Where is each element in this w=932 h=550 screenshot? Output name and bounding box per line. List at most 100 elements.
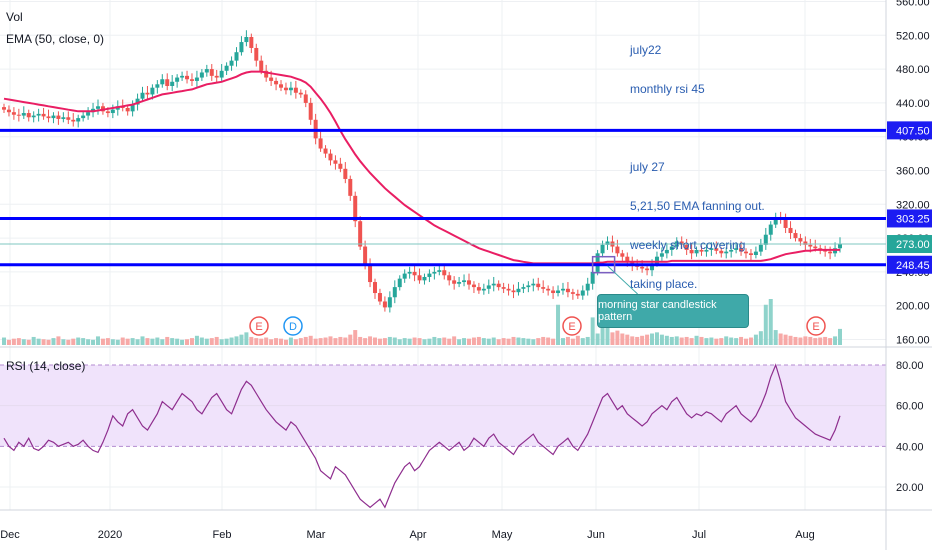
volume-bar — [714, 338, 719, 345]
volume-bar — [56, 336, 61, 345]
candle-body — [714, 248, 719, 251]
event-marker — [249, 316, 269, 336]
volume-bar — [194, 335, 199, 345]
candle-body — [521, 287, 526, 289]
volume-bar — [471, 337, 476, 345]
rsi-axis-label: 80.00 — [896, 360, 924, 372]
price-tag-label: 407.50 — [896, 125, 930, 137]
volume-bar — [605, 327, 610, 345]
volume-bar — [16, 338, 21, 345]
rsi-axis-label: 20.00 — [896, 482, 924, 494]
candle-body — [422, 276, 427, 281]
candle-body — [546, 288, 551, 291]
volume-bar — [793, 336, 798, 345]
candle-body — [437, 270, 442, 272]
volume-legend: Vol — [6, 10, 23, 24]
volume-bar — [140, 336, 145, 345]
candle-body — [516, 288, 521, 293]
candle-body — [21, 113, 26, 116]
volume-bar — [422, 339, 427, 345]
volume-bar — [462, 338, 467, 345]
candle-body — [669, 246, 674, 250]
price-tag-label: 303.25 — [896, 213, 930, 225]
candle-body — [748, 253, 753, 255]
candle-body — [427, 273, 432, 277]
pattern-highlight-box — [591, 255, 616, 274]
candle-body — [600, 244, 605, 254]
volume-bar — [664, 335, 669, 345]
candle-body — [788, 227, 793, 234]
volume-bar — [229, 337, 234, 345]
volume-bar — [447, 338, 452, 345]
candle-body — [679, 241, 684, 245]
candle-body — [175, 77, 180, 82]
candle-body — [368, 265, 373, 283]
volume-bar — [333, 338, 338, 345]
candle-body — [694, 249, 699, 254]
volume-bar — [768, 299, 773, 345]
volume-bar — [199, 337, 204, 345]
candle-body — [66, 117, 71, 120]
volume-bar — [709, 337, 714, 345]
candle-body — [353, 195, 358, 222]
candle-body — [838, 244, 842, 249]
note-line: weekly short covering — [630, 238, 746, 252]
candle-body — [6, 109, 11, 113]
candle-body — [412, 271, 417, 276]
candle-body — [452, 280, 457, 284]
volume-bar — [427, 338, 432, 345]
candle-body — [689, 249, 694, 254]
note-line — [630, 122, 765, 135]
candle-body — [556, 290, 561, 294]
volume-bar — [476, 336, 481, 345]
candle-body — [491, 283, 496, 286]
candle-body — [590, 271, 595, 284]
volume-bar — [95, 336, 100, 345]
candle-body — [541, 287, 546, 289]
candle-body — [645, 268, 650, 271]
candle-body — [125, 107, 130, 112]
note-line: july 27 — [630, 160, 665, 174]
candle-body — [580, 290, 585, 296]
candle-body — [476, 287, 481, 291]
volume-bar — [437, 338, 442, 345]
candle-body — [199, 72, 204, 78]
volume-bar — [818, 337, 823, 345]
volume-bar — [808, 336, 813, 345]
volume-bar — [575, 335, 580, 345]
candle-body — [298, 92, 303, 95]
candle-body — [16, 114, 21, 116]
volume-bar — [204, 338, 209, 345]
volume-bar — [209, 338, 214, 345]
candle-body — [536, 283, 541, 288]
candle-body — [551, 290, 556, 294]
volume-bar — [551, 338, 556, 345]
volume-bar — [249, 336, 254, 345]
volume-bar — [293, 339, 298, 345]
candle-body — [323, 148, 328, 154]
volume-bar — [823, 336, 828, 345]
candle-body — [783, 219, 788, 228]
volume-bar — [501, 338, 506, 345]
volume-bar — [160, 339, 165, 345]
volume-bar — [838, 328, 842, 345]
time-axis-label: 2020 — [98, 529, 122, 541]
volume-bar — [763, 304, 768, 345]
candle-body — [808, 244, 813, 247]
candle-body — [813, 246, 818, 249]
volume-bar — [620, 333, 625, 345]
candle-body — [180, 75, 185, 78]
volume-bar — [239, 334, 244, 345]
volume-bar — [615, 330, 620, 345]
volume-bar — [71, 338, 76, 345]
callout-box[interactable]: morning star candlestick pattern — [597, 294, 749, 328]
candle-body — [729, 249, 734, 252]
callout-pointer — [607, 265, 638, 295]
volume-bar — [145, 338, 150, 345]
volume-bar — [640, 335, 645, 345]
candle-body — [387, 297, 392, 308]
candle-body — [204, 69, 209, 73]
volume-bar — [585, 336, 590, 345]
volume-bar — [6, 339, 11, 345]
volume-bar — [100, 338, 105, 345]
